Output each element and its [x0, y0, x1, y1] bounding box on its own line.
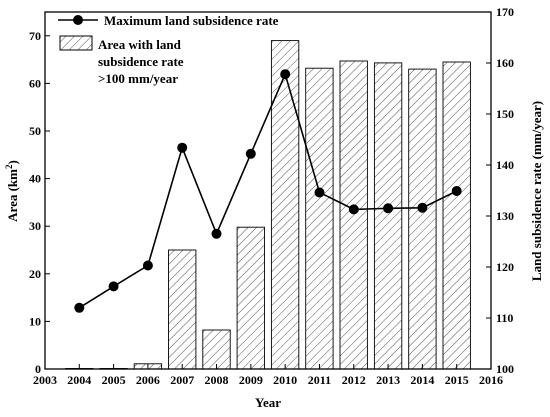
bar-2014: [408, 68, 437, 370]
point-2012: [348, 204, 359, 215]
bar-2011: [305, 67, 334, 370]
point-2015: [451, 186, 462, 196]
x-tick-label-2014: 2014: [410, 373, 434, 387]
bar-2012: [339, 60, 368, 370]
right-y-axis: 100 110 120 130 140 150 160 170: [486, 5, 514, 376]
legend-label-bar-2: subsidence rate: [98, 54, 184, 69]
point-2009: [245, 148, 256, 159]
right-tick-label-160: 160: [496, 56, 514, 70]
x-tick-label-2009: 2009: [239, 373, 263, 387]
legend-marker-swatch: [73, 15, 83, 25]
bar-2010: [270, 40, 300, 370]
left-tick-label-40: 40: [29, 172, 41, 186]
plot-frame: [44, 11, 492, 370]
x-tick-label-2012: 2012: [342, 373, 366, 387]
x-tick-label-2016: 2016: [479, 373, 503, 387]
point-2011: [314, 187, 325, 198]
x-axis-title: Year: [255, 395, 281, 410]
point-2005: [108, 281, 119, 292]
x-tick-label-2013: 2013: [376, 373, 400, 387]
x-tick-label-2004: 2004: [67, 373, 91, 387]
series-line: [78, 71, 458, 309]
x-tick-label-2008: 2008: [205, 373, 229, 387]
left-tick-label-60: 60: [29, 76, 41, 90]
bar-2008: [202, 329, 231, 370]
left-axis-title-end: ): [5, 160, 20, 164]
right-tick-label-110: 110: [496, 311, 513, 325]
left-tick-label-30: 30: [29, 219, 41, 233]
x-tick-label-2010: 2010: [273, 373, 297, 387]
left-y-axis: 0 10 20 30 40 50 60 70: [29, 29, 50, 376]
point-2007: [177, 142, 188, 153]
legend: Maximum land subsidence rate Area with l…: [58, 13, 279, 86]
left-tick-label-70: 70: [29, 29, 41, 43]
left-tick-label-50: 50: [29, 124, 41, 138]
left-tick-label-20: 20: [29, 267, 41, 281]
x-tick-label-2003: 2003: [33, 373, 57, 387]
right-tick-label-130: 130: [496, 209, 514, 223]
right-tick-label-140: 140: [496, 158, 514, 172]
left-tick-label-10: 10: [29, 314, 41, 328]
point-2013: [383, 203, 394, 214]
right-axis-title: Land subsidence rate (mm/year): [529, 101, 544, 281]
bars-layer: [65, 40, 471, 370]
right-tick-label-100: 100: [496, 362, 514, 376]
x-tick-label-2006: 2006: [136, 373, 160, 387]
point-2004: [74, 302, 85, 313]
right-tick-label-120: 120: [496, 260, 514, 274]
point-2006: [142, 260, 153, 271]
bar-2013: [373, 62, 403, 370]
left-axis-title-main: Area (km: [5, 169, 20, 222]
legend-label-bar-3: >100 mm/year: [98, 71, 178, 86]
point-2008: [211, 228, 222, 239]
x-tick-label-2005: 2005: [102, 373, 126, 387]
bar-2009: [236, 226, 265, 370]
x-tick-label-2015: 2015: [445, 373, 469, 387]
left-axis-title: Area (km2): [4, 160, 20, 222]
point-2014: [417, 202, 428, 213]
legend-bar-swatch: [59, 35, 93, 51]
line-layer: [74, 69, 462, 313]
right-tick-label-170: 170: [496, 5, 514, 19]
left-tick-label-0: 0: [35, 362, 41, 376]
legend-label-line: Maximum land subsidence rate: [104, 13, 279, 28]
legend-label-bar-1: Area with land: [98, 37, 182, 52]
bar-2015: [442, 61, 471, 370]
x-axis: 2003 2004 2005 2006 2007 2008 2009 2010 2011 2012…: [33, 364, 503, 387]
x-tick-label-2007: 2007: [170, 373, 194, 387]
left-axis-title-superscript: 2: [4, 164, 14, 169]
right-tick-label-150: 150: [496, 107, 514, 121]
bar-2007: [168, 249, 197, 370]
point-2010: [280, 69, 291, 80]
x-tick-label-2011: 2011: [308, 373, 331, 387]
